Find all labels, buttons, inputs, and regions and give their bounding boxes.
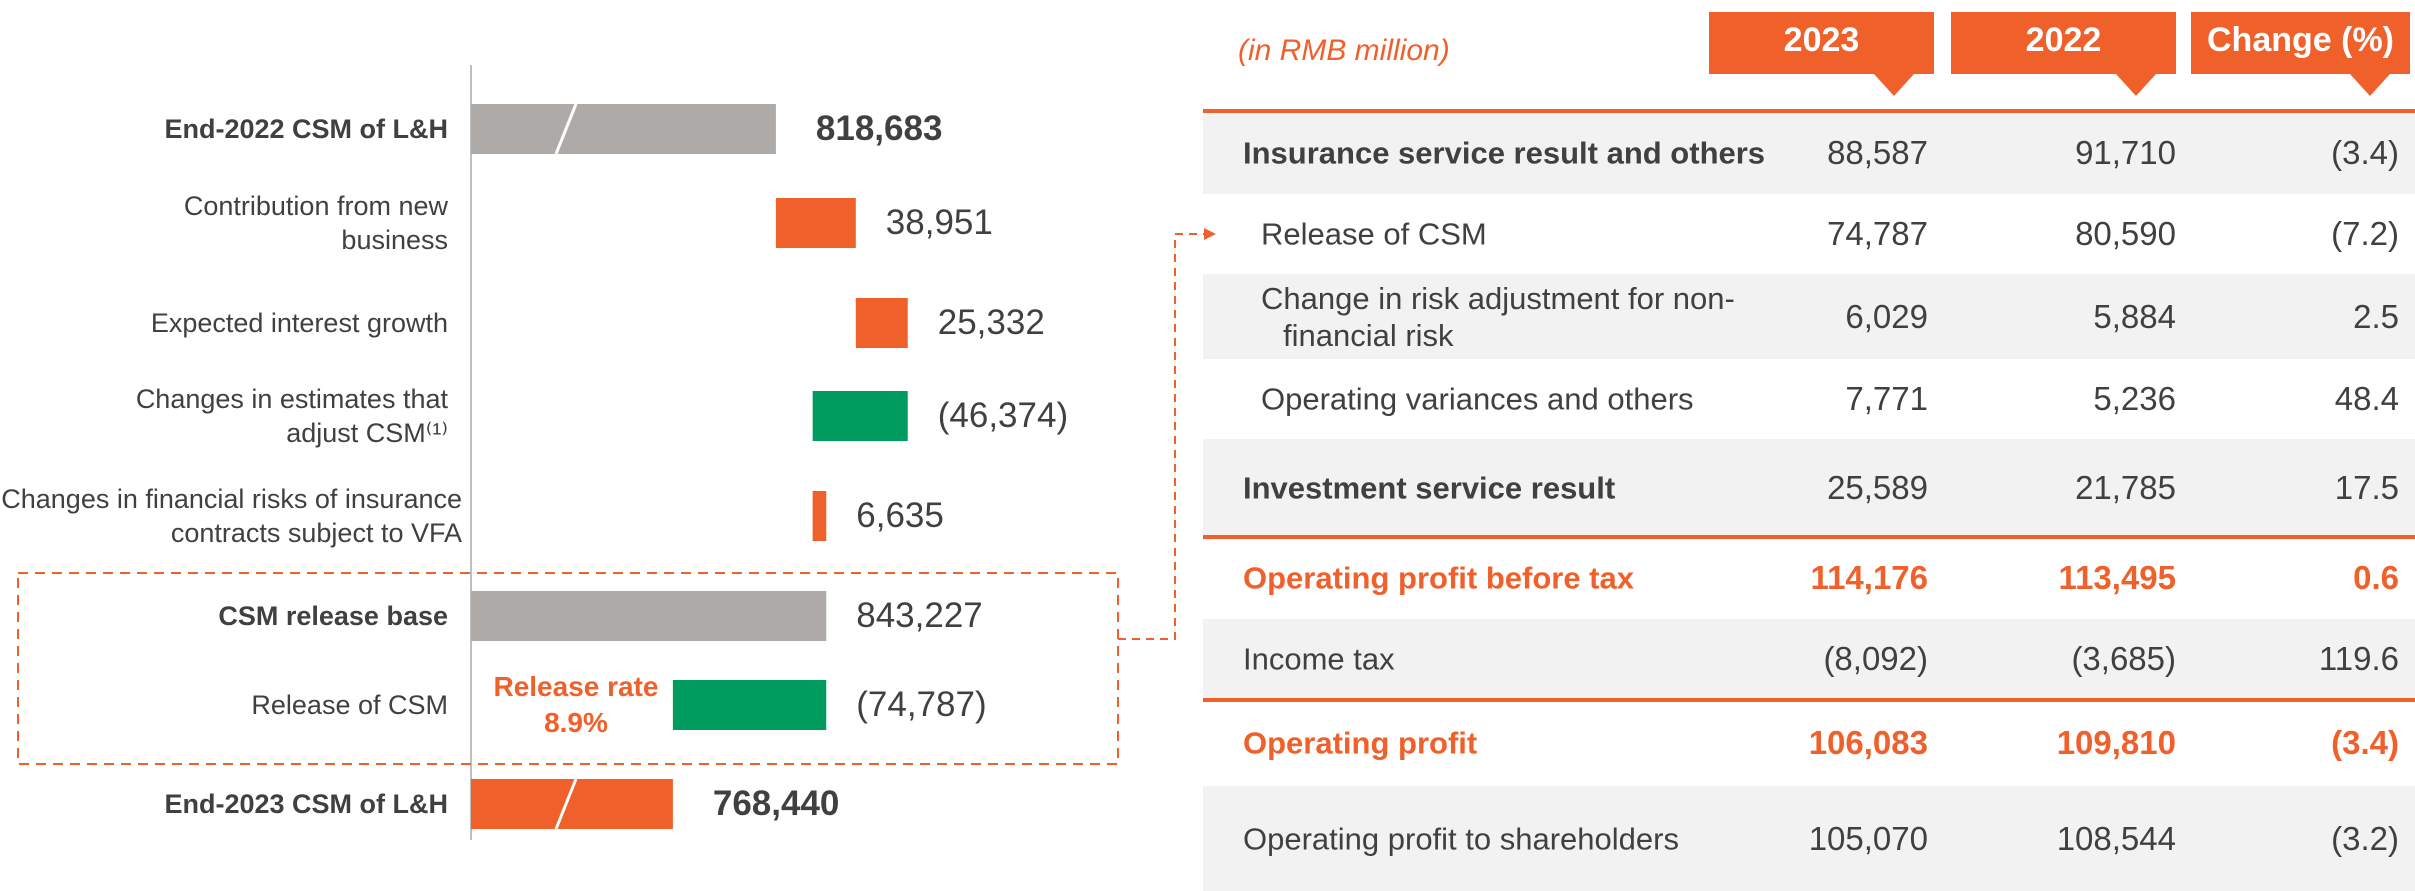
separator — [1203, 698, 2415, 702]
header-notch — [2116, 74, 2156, 96]
bar — [471, 591, 827, 641]
value-label: (46,374) — [937, 396, 1069, 435]
bar — [775, 198, 856, 248]
cell: 5,884 — [2093, 297, 2176, 335]
value-label: 25,332 — [937, 303, 1045, 342]
header-cell: 2023 — [1783, 21, 1860, 59]
value-label: 38,951 — [885, 203, 993, 242]
row-label: Change in risk adjustment for non-financ… — [1261, 280, 1735, 353]
cell: 21,785 — [2075, 468, 2176, 506]
header-box — [2191, 12, 2410, 74]
table-header-shapes — [1709, 12, 2410, 96]
cell: 48.4 — [2334, 380, 2399, 417]
cell: 88,587 — [1827, 133, 1928, 171]
row-label: Operating profit — [1243, 725, 1478, 760]
cell: 2.5 — [2353, 297, 2399, 335]
cell: 109,810 — [2056, 723, 2176, 761]
cell: (3.2) — [2331, 819, 2399, 857]
axis-break — [554, 778, 578, 830]
separator — [1203, 535, 2415, 539]
table-row: Operating profit 106,083 109,810 (3.4) — [1203, 699, 2415, 786]
connector — [1118, 233, 1206, 640]
cell: 6,029 — [1845, 297, 1928, 335]
axis-break — [554, 103, 578, 155]
cell: (8,092) — [1823, 640, 1928, 677]
cell: (7.2) — [2331, 215, 2399, 252]
table-row: Income tax (8,092) (3,685) 119.6 — [1203, 619, 2415, 699]
table-row: Operating variances and others 7,771 5,236… — [1203, 359, 2415, 439]
cell: 106,083 — [1808, 723, 1928, 761]
header-notch — [1874, 74, 1914, 96]
annotation: Release rate — [493, 671, 659, 702]
cell: 5,236 — [2093, 380, 2176, 417]
row-label: Income tax — [1243, 641, 1395, 677]
header-notch — [2350, 74, 2390, 96]
cell: 7,771 — [1845, 380, 1928, 417]
cell: 113,495 — [2058, 558, 2176, 596]
row-label: Operating profit to shareholders — [1243, 821, 1679, 856]
unit-note: (in RMB million) — [1238, 34, 1450, 67]
category-label: Expected interest growth — [150, 308, 448, 338]
value-label: (74,787) — [856, 685, 987, 724]
value-label: 768,440 — [712, 784, 840, 823]
category-label: Changes in estimates that adjust CSM⁽¹⁾ — [135, 384, 448, 448]
row-label: Operating profit before tax — [1243, 560, 1634, 595]
bar — [471, 104, 776, 154]
category-label: Contribution from new business — [183, 191, 448, 255]
cell: (3,685) — [2071, 640, 2176, 677]
bar — [812, 391, 908, 441]
table-row: Change in risk adjustment for non-financ… — [1203, 274, 2415, 359]
category-label: End-2022 CSM of L&H — [164, 114, 448, 144]
row-label: Operating variances and others — [1261, 381, 1694, 417]
row-label: Investment service result — [1243, 470, 1616, 505]
value-label: 6,635 — [856, 496, 944, 535]
row-label: Release of CSM — [1261, 216, 1487, 252]
annotation: 8.9% — [544, 707, 608, 738]
separator — [1203, 109, 2415, 113]
connector-arrow — [1204, 228, 1216, 240]
category-label: Release of CSM — [251, 690, 448, 720]
row-label: Insurance service result and others — [1243, 135, 1766, 170]
category-label: End-2023 CSM of L&H — [164, 789, 448, 819]
cell: 74,787 — [1827, 215, 1928, 252]
cell: 25,589 — [1827, 468, 1928, 506]
value-label: 818,683 — [815, 109, 943, 148]
cell: 119.6 — [2318, 640, 2399, 677]
header-box — [1951, 12, 2176, 74]
bar — [812, 491, 827, 541]
category-label: Changes in financial risks of insurance … — [1, 484, 462, 548]
cell: 0.6 — [2353, 558, 2399, 596]
table-row: Insurance service result and others 88,58… — [1203, 111, 2415, 194]
header-cell: 2022 — [2025, 21, 2102, 59]
cell: 80,590 — [2075, 215, 2176, 252]
table-row: Operating profit to shareholders 105,070 1… — [1203, 786, 2415, 891]
cell: 108,544 — [2056, 819, 2176, 857]
value-label: 843,227 — [856, 596, 983, 635]
table-row: Investment service result 25,589 21,785 17.… — [1203, 439, 2415, 536]
cell: 91,710 — [2075, 133, 2176, 171]
highlight-box — [17, 572, 1119, 765]
category-label: CSM release base — [218, 601, 448, 631]
bar — [672, 680, 827, 730]
cell: 17.5 — [2334, 468, 2399, 506]
cell: (3.4) — [2331, 133, 2399, 171]
cell: (3.4) — [2331, 723, 2399, 761]
header-box — [1709, 12, 1934, 74]
cell: 114,176 — [1810, 558, 1928, 596]
bar — [855, 298, 908, 348]
table-row: Release of CSM 74,787 80,590 (7.2) — [1203, 194, 2415, 274]
cell: 105,070 — [1808, 819, 1928, 857]
table-row: Operating profit before tax 114,176 113,49… — [1203, 536, 2415, 619]
header-cell: Change (%) — [2207, 21, 2394, 59]
